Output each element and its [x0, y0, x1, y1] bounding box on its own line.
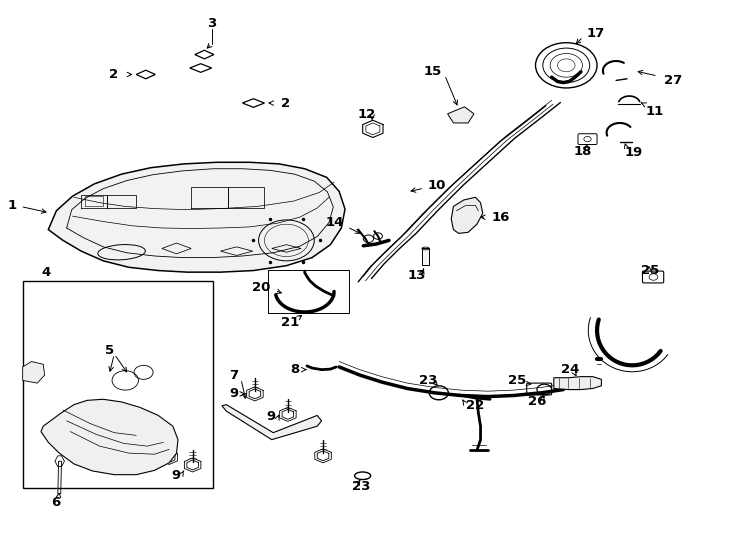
- Text: 27: 27: [664, 74, 682, 87]
- Polygon shape: [23, 362, 45, 383]
- Text: 17: 17: [586, 26, 605, 39]
- Text: 5: 5: [106, 345, 115, 357]
- Polygon shape: [422, 248, 429, 265]
- Text: 19: 19: [625, 146, 643, 159]
- Polygon shape: [451, 197, 483, 233]
- Text: 2: 2: [109, 68, 118, 81]
- Text: 20: 20: [252, 281, 270, 294]
- Text: 2: 2: [280, 97, 290, 110]
- Text: 25: 25: [641, 264, 659, 276]
- Text: 9: 9: [266, 410, 275, 423]
- Text: 21: 21: [281, 316, 299, 329]
- Text: 22: 22: [466, 399, 484, 412]
- Text: 11: 11: [645, 105, 664, 118]
- Text: 14: 14: [325, 216, 344, 229]
- Polygon shape: [41, 399, 178, 475]
- Text: 18: 18: [574, 145, 592, 158]
- Text: 12: 12: [358, 109, 376, 122]
- Text: 9: 9: [230, 387, 239, 400]
- Text: 25: 25: [508, 374, 526, 387]
- Polygon shape: [554, 376, 601, 389]
- Text: 8: 8: [291, 363, 299, 376]
- Text: 24: 24: [562, 362, 580, 376]
- Text: 6: 6: [51, 496, 60, 509]
- Text: 26: 26: [528, 395, 546, 408]
- Text: 23: 23: [352, 480, 371, 493]
- Text: 4: 4: [42, 266, 51, 279]
- Polygon shape: [48, 163, 345, 272]
- Text: 15: 15: [424, 65, 442, 78]
- Polygon shape: [448, 107, 474, 123]
- Text: 9: 9: [145, 454, 155, 467]
- Polygon shape: [222, 404, 321, 440]
- Text: 7: 7: [229, 368, 239, 382]
- Text: 16: 16: [492, 211, 510, 224]
- Text: 3: 3: [207, 17, 217, 30]
- Text: 13: 13: [407, 269, 426, 282]
- Text: 1: 1: [7, 199, 17, 212]
- Text: 9: 9: [171, 469, 180, 482]
- Text: 23: 23: [418, 374, 437, 387]
- Text: 10: 10: [427, 179, 446, 192]
- Polygon shape: [58, 461, 62, 494]
